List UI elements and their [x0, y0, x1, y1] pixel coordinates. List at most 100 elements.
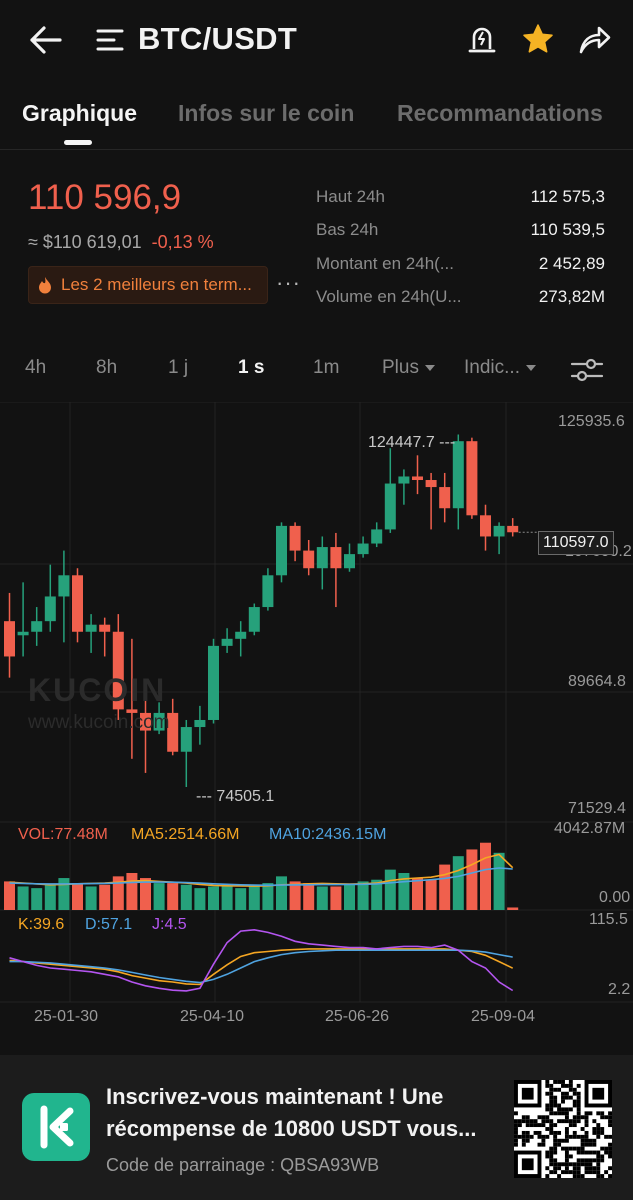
tab-recommendations[interactable]: Recommandations — [397, 100, 603, 126]
stat-label-volume: Volume en 24h(U... — [316, 287, 462, 306]
interval-1d[interactable]: 1 j — [168, 357, 189, 378]
interval-1m[interactable]: 1m — [313, 357, 340, 378]
qr-module — [514, 1127, 518, 1131]
qr-module — [608, 1134, 612, 1139]
qr-module — [525, 1134, 530, 1139]
qr-module — [604, 1146, 609, 1151]
qr-module — [568, 1154, 573, 1159]
qr-module — [557, 1130, 562, 1135]
qr-module — [545, 1154, 550, 1159]
price-alert-bell-icon[interactable] — [465, 22, 499, 56]
qr-module — [521, 1130, 526, 1135]
qr-module — [568, 1162, 573, 1167]
qr-module — [608, 1111, 612, 1116]
candle-body — [330, 547, 342, 569]
chart-settings-sliders-icon[interactable] — [570, 357, 604, 383]
qr-module — [584, 1150, 589, 1155]
qr-module — [576, 1162, 581, 1167]
qr-module — [549, 1119, 554, 1124]
candle-body — [126, 709, 138, 713]
qr-module — [564, 1119, 569, 1124]
candle-body — [371, 529, 383, 544]
chart-grid — [0, 402, 633, 1003]
favorite-star-icon[interactable] — [521, 22, 555, 56]
qr-module — [557, 1166, 562, 1171]
qr-module — [533, 1123, 538, 1128]
qr-module — [592, 1158, 597, 1163]
qr-module — [564, 1162, 569, 1167]
qr-module — [584, 1162, 589, 1167]
tab-chart[interactable]: Graphique — [22, 100, 138, 126]
banner-headline[interactable]: Inscrivez-vous maintenant ! Une récompen… — [106, 1081, 506, 1145]
kline-chart-canvas[interactable] — [0, 402, 633, 1038]
interval-8h[interactable]: 8h — [96, 357, 118, 378]
qr-module — [545, 1103, 550, 1108]
qr-module — [521, 1119, 526, 1124]
qr-module — [529, 1123, 534, 1128]
qr-module — [553, 1142, 558, 1147]
qr-module — [572, 1134, 577, 1139]
candle-body — [344, 554, 355, 569]
qr-module — [549, 1095, 554, 1100]
volume-bar — [99, 884, 111, 910]
candle-body — [44, 596, 56, 622]
candle-body — [112, 631, 124, 710]
qr-module — [561, 1107, 565, 1112]
qr-module — [576, 1146, 581, 1151]
volume-bar — [493, 852, 505, 910]
qr-module — [572, 1162, 577, 1167]
indicators-dropdown[interactable]: Indic... — [464, 357, 536, 379]
qr-module — [592, 1142, 597, 1147]
volume-bar — [221, 884, 233, 910]
qr-module — [553, 1099, 558, 1104]
volume-bar — [72, 883, 83, 910]
interval-1w[interactable]: 1 s — [238, 357, 265, 378]
qr-module — [572, 1087, 577, 1092]
stat-label-amount: Montant en 24h(... — [316, 254, 454, 273]
qr-module — [557, 1174, 562, 1178]
qr-module — [561, 1138, 565, 1143]
kdj-k-value: K:39.6 — [18, 916, 65, 933]
qr-module — [514, 1119, 518, 1124]
qr-module — [572, 1103, 577, 1108]
volume-bar — [425, 879, 437, 910]
price-axis-label: 71529.4 — [568, 800, 626, 817]
qr-module — [549, 1154, 554, 1159]
back-arrow-icon[interactable] — [28, 24, 64, 56]
qr-module — [600, 1146, 605, 1151]
qr-module — [517, 1123, 522, 1128]
qr-module — [557, 1142, 562, 1147]
stat-label-low: Bas 24h — [316, 220, 379, 239]
qr-module — [608, 1115, 612, 1120]
qr-module — [553, 1080, 558, 1084]
referral-banner[interactable]: Inscrivez-vous maintenant ! Une récompen… — [0, 1055, 633, 1200]
kline-chart[interactable] — [0, 402, 633, 1038]
volume-bar — [452, 856, 464, 910]
menu-list-icon[interactable] — [96, 26, 124, 54]
qr-module — [576, 1115, 581, 1120]
promo-badge[interactable]: Les 2 meilleurs en term... — [28, 266, 268, 304]
tab-coin-info[interactable]: Infos sur le coin — [178, 100, 355, 126]
kdj-j-value: J:4.5 — [152, 916, 187, 933]
qr-module — [549, 1150, 554, 1155]
qr-module — [608, 1154, 612, 1159]
volume-bar — [4, 881, 15, 910]
qr-module — [525, 1119, 530, 1124]
volume-bar — [412, 878, 423, 910]
candle-body — [398, 476, 410, 484]
volume-bar — [466, 849, 478, 910]
qr-module — [545, 1166, 550, 1171]
volume-bar — [140, 878, 151, 910]
interval-4h[interactable]: 4h — [25, 357, 47, 378]
qr-module — [553, 1130, 558, 1135]
share-icon[interactable] — [577, 22, 611, 56]
volume-bar — [289, 881, 301, 910]
candle-body — [316, 547, 328, 569]
more-intervals-dropdown[interactable]: Plus — [382, 357, 435, 379]
page-title[interactable]: BTC/USDT — [138, 21, 298, 56]
more-options-button[interactable]: ··· — [276, 270, 301, 295]
qr-module — [541, 1142, 546, 1147]
qr-module — [572, 1146, 577, 1151]
qr-module — [580, 1127, 585, 1131]
qr-module — [596, 1166, 601, 1171]
